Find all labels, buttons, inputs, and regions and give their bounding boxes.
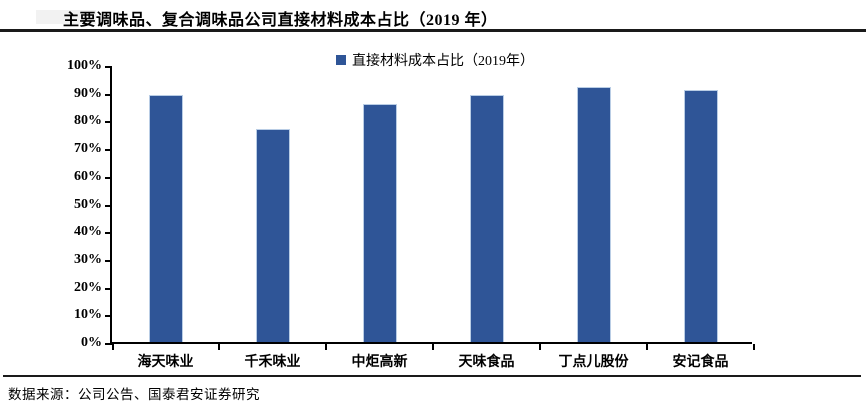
legend-label: 直接材料成本占比（2019年） [352, 54, 534, 69]
x-axis-tick [753, 344, 755, 350]
x-axis-category-label: 天味食品 [458, 355, 515, 370]
y-axis-tick-label: 30% [74, 251, 102, 267]
x-axis-category-label: 千禾味业 [244, 355, 301, 370]
data-source: 数据来源：公司公告、国泰君安证券研究 [8, 387, 260, 402]
y-axis-tick-label: 70% [74, 141, 102, 157]
y-axis-tick-label: 40% [74, 224, 102, 240]
y-axis-tick [105, 343, 112, 345]
chart-title: 主要调味品、复合调味品公司直接材料成本占比（2019 年） [63, 12, 498, 29]
x-axis-tick [218, 344, 220, 350]
bar-千禾味业 [255, 128, 290, 342]
y-axis-tick-label: 20% [74, 279, 102, 295]
title-divider [0, 29, 866, 32]
x-axis-tick [325, 344, 327, 350]
y-axis-tick [105, 121, 112, 124]
bar-海天味业 [148, 95, 183, 342]
bar-天味食品 [469, 95, 504, 342]
x-axis-category-label: 中炬高新 [351, 355, 408, 370]
y-axis-tick-label: 100% [67, 58, 102, 73]
x-axis-tick [112, 344, 114, 350]
bar-丁点儿股份 [576, 87, 611, 342]
bar-安记食品 [683, 89, 718, 342]
y-axis-tick-label: 90% [74, 85, 102, 101]
y-axis-tick [105, 315, 112, 318]
figure-bottom-divider [3, 375, 861, 377]
faded-figure-number [36, 10, 96, 24]
y-axis-tick [105, 66, 112, 68]
bar-中炬高新 [362, 103, 397, 342]
x-axis-tick [539, 344, 541, 350]
y-axis-tick [105, 149, 112, 152]
x-axis-category-label: 安记食品 [672, 355, 729, 370]
y-axis-tick-label: 60% [74, 168, 102, 184]
legend-swatch-icon [336, 55, 346, 65]
y-axis-tick [105, 93, 112, 96]
x-axis-category-label: 海天味业 [137, 355, 194, 370]
legend: 直接材料成本占比（2019年） [336, 50, 534, 70]
y-axis-tick [105, 176, 112, 179]
y-axis-tick-label: 0% [81, 335, 102, 350]
y-axis-tick-label: 10% [74, 307, 102, 323]
y-axis-tick [105, 232, 112, 235]
y-axis-tick [105, 259, 112, 262]
y-axis-tick [105, 204, 112, 207]
y-axis-tick-label: 80% [74, 113, 102, 129]
x-axis-tick [646, 344, 648, 350]
bar-chart-plot-area: 0% 10% 20% 30% 40% 50% 60% 70% 80% 90% 100% 海天味业 千禾味… [67, 58, 755, 370]
y-axis-tick [105, 287, 112, 290]
x-axis-category-label: 丁点儿股份 [558, 355, 629, 370]
y-axis-tick-label: 50% [74, 196, 102, 212]
x-axis-tick [432, 344, 434, 350]
